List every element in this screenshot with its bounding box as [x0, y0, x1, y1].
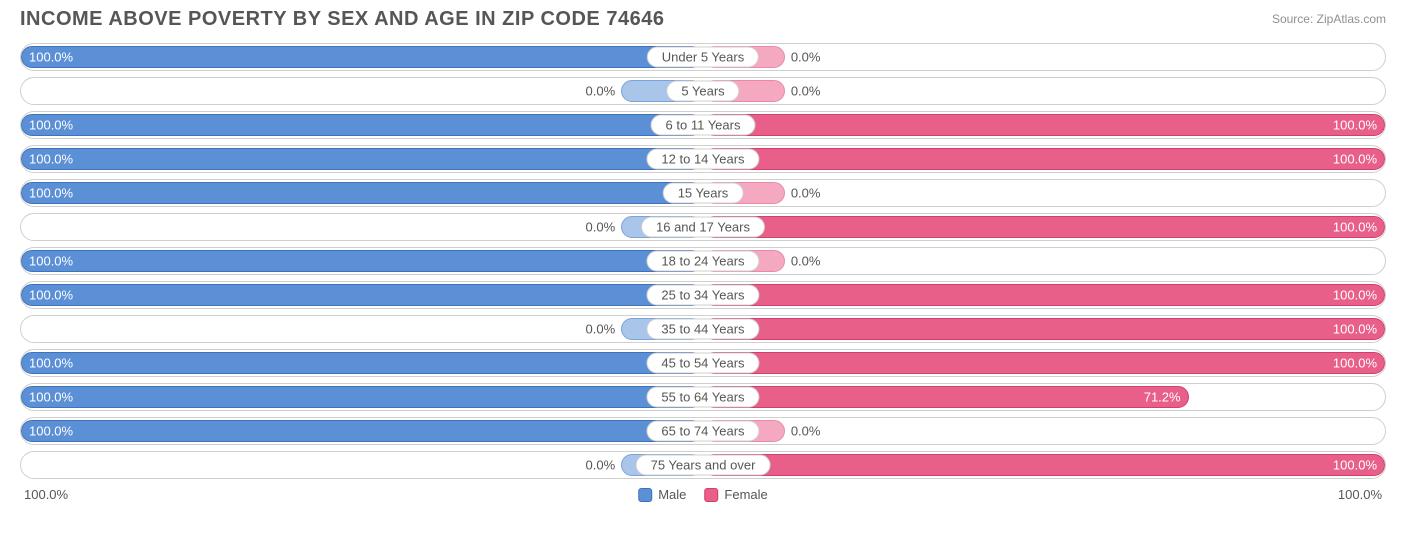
legend-label-male: Male	[658, 487, 686, 502]
bar-male	[21, 250, 703, 272]
chart-row: 100.0% 0.0% Under 5 Years	[20, 43, 1386, 71]
chart-area: 100.0% 0.0% Under 5 Years 0.0% 0.0% 5 Years 10…	[0, 35, 1406, 479]
category-label: 5 Years	[666, 81, 739, 102]
chart-row: 0.0% 100.0% 35 to 44 Years	[20, 315, 1386, 343]
chart-source: Source: ZipAtlas.com	[1272, 8, 1386, 26]
chart-row: 100.0% 0.0% 65 to 74 Years	[20, 417, 1386, 445]
chart-header: INCOME ABOVE POVERTY BY SEX AND AGE IN Z…	[0, 0, 1406, 35]
category-label: 16 and 17 Years	[641, 217, 765, 238]
axis-left-label: 100.0%	[24, 487, 68, 502]
category-label: 12 to 14 Years	[646, 149, 759, 170]
bar-value-male: 0.0%	[586, 322, 616, 337]
bar-value-male: 100.0%	[29, 390, 73, 405]
bar-female	[703, 352, 1385, 374]
category-label: 55 to 64 Years	[646, 387, 759, 408]
bar-female	[703, 454, 1385, 476]
bar-male	[21, 114, 703, 136]
axis-right-label: 100.0%	[1338, 487, 1382, 502]
bar-male	[21, 148, 703, 170]
chart-row: 100.0% 0.0% 15 Years	[20, 179, 1386, 207]
bar-value-female: 100.0%	[1333, 322, 1377, 337]
chart-row: 100.0% 100.0% 12 to 14 Years	[20, 145, 1386, 173]
chart-row: 100.0% 0.0% 18 to 24 Years	[20, 247, 1386, 275]
bar-value-male: 100.0%	[29, 118, 73, 133]
chart-row: 0.0% 100.0% 75 Years and over	[20, 451, 1386, 479]
bar-value-female: 0.0%	[791, 186, 821, 201]
category-label: 65 to 74 Years	[646, 421, 759, 442]
legend-item-female: Female	[704, 487, 767, 502]
category-label: 45 to 54 Years	[646, 353, 759, 374]
bar-value-female: 100.0%	[1333, 458, 1377, 473]
legend-swatch-female	[704, 488, 718, 502]
bar-value-female: 100.0%	[1333, 356, 1377, 371]
chart-title: INCOME ABOVE POVERTY BY SEX AND AGE IN Z…	[20, 8, 664, 31]
bar-female	[703, 318, 1385, 340]
category-label: Under 5 Years	[647, 47, 759, 68]
chart-row: 100.0% 100.0% 25 to 34 Years	[20, 281, 1386, 309]
bar-female	[703, 148, 1385, 170]
bar-value-female: 0.0%	[791, 254, 821, 269]
legend-item-male: Male	[638, 487, 686, 502]
bar-female	[703, 386, 1189, 408]
bar-male	[21, 46, 703, 68]
category-label: 18 to 24 Years	[646, 251, 759, 272]
bar-value-female: 100.0%	[1333, 220, 1377, 235]
bar-value-male: 100.0%	[29, 152, 73, 167]
legend-label-female: Female	[724, 487, 767, 502]
chart-row: 100.0% 100.0% 45 to 54 Years	[20, 349, 1386, 377]
chart-row: 0.0% 100.0% 16 and 17 Years	[20, 213, 1386, 241]
chart-row: 100.0% 100.0% 6 to 11 Years	[20, 111, 1386, 139]
bar-value-male: 100.0%	[29, 424, 73, 439]
bar-value-male: 0.0%	[586, 84, 616, 99]
bar-male	[21, 182, 703, 204]
axis-row: 100.0% Male Female 100.0%	[0, 485, 1406, 502]
bar-value-female: 100.0%	[1333, 152, 1377, 167]
legend: Male Female	[638, 487, 768, 502]
bar-value-male: 100.0%	[29, 50, 73, 65]
bar-value-female: 0.0%	[791, 424, 821, 439]
chart-row: 0.0% 0.0% 5 Years	[20, 77, 1386, 105]
bar-female	[703, 114, 1385, 136]
bar-male	[21, 420, 703, 442]
bar-value-male: 0.0%	[586, 458, 616, 473]
category-label: 15 Years	[663, 183, 744, 204]
category-label: 35 to 44 Years	[646, 319, 759, 340]
bar-value-male: 100.0%	[29, 288, 73, 303]
category-label: 6 to 11 Years	[651, 115, 756, 136]
category-label: 75 Years and over	[636, 455, 771, 476]
bar-value-female: 71.2%	[1144, 390, 1181, 405]
legend-swatch-male	[638, 488, 652, 502]
bar-male	[21, 284, 703, 306]
bar-value-male: 100.0%	[29, 356, 73, 371]
bar-value-female: 100.0%	[1333, 288, 1377, 303]
bar-value-female: 0.0%	[791, 84, 821, 99]
bar-value-male: 0.0%	[586, 220, 616, 235]
bar-male	[21, 352, 703, 374]
bar-value-male: 100.0%	[29, 254, 73, 269]
bar-value-female: 0.0%	[791, 50, 821, 65]
bar-male	[21, 386, 703, 408]
bar-female	[703, 216, 1385, 238]
bar-value-female: 100.0%	[1333, 118, 1377, 133]
bar-female	[703, 284, 1385, 306]
bar-value-male: 100.0%	[29, 186, 73, 201]
chart-row: 100.0% 71.2% 55 to 64 Years	[20, 383, 1386, 411]
category-label: 25 to 34 Years	[646, 285, 759, 306]
